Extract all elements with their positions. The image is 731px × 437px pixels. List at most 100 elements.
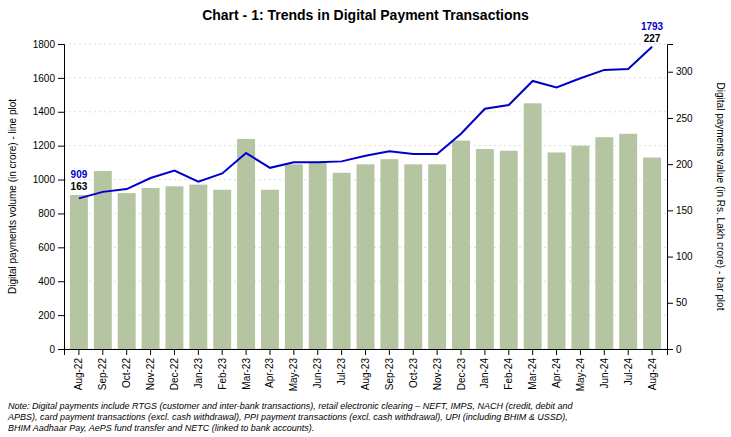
y2-tick-label: 300: [676, 66, 693, 77]
y-tick-label: 1400: [33, 106, 56, 117]
x-tick-label: Jun-24: [599, 358, 610, 389]
y-tick-label: 1200: [33, 140, 56, 151]
y2-tick: 200: [667, 159, 693, 170]
bar: [165, 186, 183, 349]
x-tick-mark: [628, 349, 629, 355]
x-tick: May-23: [288, 349, 299, 391]
annotations: 1639092271793: [71, 21, 664, 192]
y-tick-mark: [58, 180, 64, 181]
x-tick: Nov-22: [145, 349, 156, 390]
x-tick: Jul-23: [336, 349, 347, 385]
x-tick: Apr-24: [551, 349, 562, 388]
y-tick-mark: [58, 78, 64, 79]
grid-line: [64, 44, 667, 45]
bar: [404, 164, 422, 349]
y2-tick-label: 0: [676, 344, 682, 355]
x-tick: May-24: [575, 349, 586, 391]
x-tick: Jan-23: [193, 349, 204, 389]
y2-tick: 300: [667, 66, 693, 77]
bar: [619, 134, 637, 349]
bar: [142, 188, 160, 349]
note-line: Note: Digital payments include RTGS (cus…: [8, 401, 574, 411]
x-tick-mark: [150, 349, 151, 355]
grid-line: [64, 111, 667, 112]
x-axis-line: [65, 350, 668, 356]
y-tick-label: 1600: [33, 73, 56, 84]
x-tick-mark: [532, 349, 533, 355]
bar: [189, 185, 207, 349]
x-tick-mark: [174, 349, 175, 355]
y-tick-label: 1000: [33, 174, 56, 185]
y-tick-mark: [58, 315, 64, 316]
x-axis: Aug-22 Sep-22 Oct-22 Nov-22 Dec-22 Jan-23 Feb-…: [65, 349, 668, 391]
y2-tick-mark: [667, 118, 673, 119]
bar: [357, 164, 375, 349]
x-tick-label: Aug-24: [647, 358, 658, 391]
bar: [309, 163, 327, 349]
x-tick-label: Jan-23: [193, 358, 204, 389]
y2-tick: 150: [667, 205, 693, 216]
x-tick: Aug-24: [647, 349, 658, 390]
y-tick: 200: [38, 310, 64, 321]
x-tick-mark: [461, 349, 462, 355]
x-tick-label: Feb-23: [217, 358, 228, 390]
y2-tick: 0: [667, 344, 682, 355]
annotation: 163: [71, 181, 88, 192]
x-tick: Jun-23: [312, 349, 323, 389]
bar: [452, 141, 470, 349]
y-tick: 0: [49, 344, 64, 355]
x-tick: Sep-22: [97, 349, 108, 390]
x-tick-mark: [269, 349, 270, 355]
y-tick: 400: [38, 276, 64, 287]
x-tick: Dec-23: [456, 349, 467, 390]
x-tick: Aug-22: [73, 349, 84, 390]
y-tick: 1600: [33, 73, 64, 84]
x-tick-label: Feb-24: [503, 358, 514, 390]
bar: [524, 103, 542, 349]
x-tick-mark: [437, 349, 438, 355]
y-tick-mark: [58, 146, 64, 147]
y-axis-right: 050100150200250300: [667, 45, 693, 355]
y-tick: 1800: [33, 39, 64, 50]
x-tick: Jun-24: [599, 349, 610, 389]
x-tick: Sep-23: [384, 349, 395, 390]
y2-tick-mark: [667, 210, 673, 211]
bar-series: [70, 103, 661, 349]
y-tick: 800: [38, 208, 64, 219]
x-tick: Nov-23: [432, 349, 443, 390]
y-axis-left-title: Digital payments volume (in crore) - lin…: [7, 99, 18, 294]
y-tick-mark: [58, 112, 64, 113]
bar: [595, 137, 613, 349]
bar: [261, 190, 279, 349]
y-tick-label: 0: [49, 344, 55, 355]
bar: [285, 164, 303, 349]
x-tick-label: Nov-23: [432, 358, 443, 391]
y-tick-label: 600: [38, 242, 55, 253]
bar: [500, 151, 518, 349]
y2-tick-mark: [667, 164, 673, 165]
x-tick-mark: [78, 349, 79, 355]
y-tick-label: 800: [38, 208, 55, 219]
x-tick-label: Aug-22: [73, 358, 84, 391]
y-axis-right-title: Digital payments value (in Rs. Lakh cror…: [715, 83, 726, 311]
y-axis-left-line: [58, 45, 65, 350]
x-tick-label: Sep-22: [97, 358, 108, 391]
y-tick-label: 1800: [33, 39, 56, 50]
y2-tick-label: 250: [676, 113, 693, 124]
x-tick-mark: [484, 349, 485, 355]
x-tick: Feb-24: [503, 349, 514, 390]
x-tick-label: Mar-24: [527, 358, 538, 390]
x-tick: Dec-22: [169, 349, 180, 390]
y2-tick: 250: [667, 113, 693, 124]
y-tick-mark: [58, 281, 64, 282]
x-tick-label: Aug-23: [360, 358, 371, 391]
x-tick-mark: [293, 349, 294, 355]
bar: [476, 149, 494, 349]
x-tick-label: Oct-22: [121, 358, 132, 388]
bar: [380, 159, 398, 349]
x-tick: Jul-24: [623, 349, 634, 385]
y2-tick-label: 200: [676, 159, 693, 170]
note-line: APBS), card payment transactions (excl. …: [7, 412, 568, 422]
grid: [64, 44, 667, 349]
x-tick-mark: [604, 349, 605, 355]
